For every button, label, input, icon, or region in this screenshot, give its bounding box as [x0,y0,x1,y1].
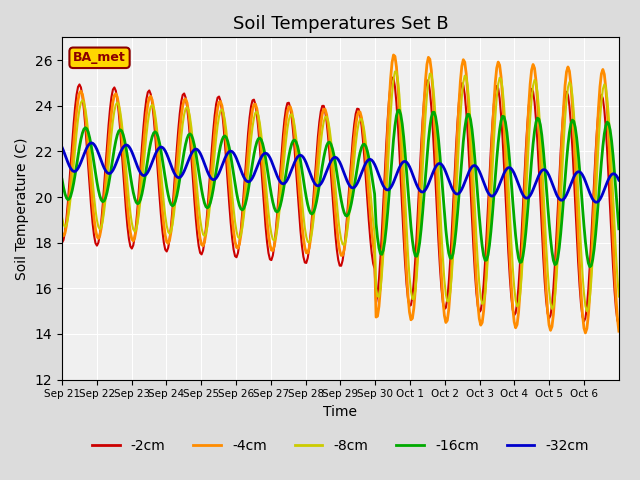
Text: BA_met: BA_met [73,51,126,64]
-32cm [456,189,464,194]
Y-axis label: Soil Temperature (C): Soil Temperature (C) [15,137,29,280]
-2cm [615,322,623,327]
-32cm [615,177,623,183]
-4cm [95,236,102,241]
-32cm [346,183,354,189]
-2cm [456,86,464,92]
Title: Soil Temperatures Set B: Soil Temperatures Set B [232,15,448,33]
-32cm [96,154,104,160]
Line: -2cm: -2cm [62,77,619,324]
-8cm [95,224,102,229]
-2cm [95,240,102,246]
-16cm [95,187,102,192]
-2cm [58,240,66,246]
-8cm [58,215,66,220]
-2cm [388,74,396,80]
Line: -4cm: -4cm [62,55,619,333]
-32cm [614,174,621,180]
Line: -8cm: -8cm [62,72,619,311]
-32cm [58,144,66,150]
-8cm [583,308,591,314]
X-axis label: Time: Time [323,405,358,419]
-2cm [540,254,547,260]
-8cm [391,69,399,74]
-32cm [593,199,601,205]
-4cm [582,330,589,336]
-4cm [456,78,464,84]
-4cm [614,315,621,321]
-8cm [77,100,84,106]
-4cm [540,226,547,231]
-16cm [586,264,594,270]
-16cm [58,177,66,182]
-4cm [390,52,397,58]
-8cm [344,219,352,225]
-16cm [344,211,352,217]
Line: -32cm: -32cm [62,143,619,202]
-4cm [344,207,352,213]
-32cm [87,140,95,146]
-4cm [615,328,623,334]
-8cm [615,294,623,300]
-2cm [612,306,620,312]
-16cm [456,174,464,180]
Line: -16cm: -16cm [62,110,619,267]
-8cm [540,184,547,190]
-4cm [58,231,66,237]
Legend: -2cm, -4cm, -8cm, -16cm, -32cm: -2cm, -4cm, -8cm, -16cm, -32cm [86,433,595,458]
-8cm [614,275,621,280]
-16cm [396,107,403,113]
-16cm [615,226,623,232]
-16cm [540,146,547,152]
-8cm [456,114,464,120]
-32cm [540,167,547,172]
-16cm [614,208,621,214]
-32cm [77,159,84,165]
-2cm [77,84,84,90]
-2cm [344,194,352,200]
-4cm [77,88,84,94]
-16cm [77,136,84,142]
